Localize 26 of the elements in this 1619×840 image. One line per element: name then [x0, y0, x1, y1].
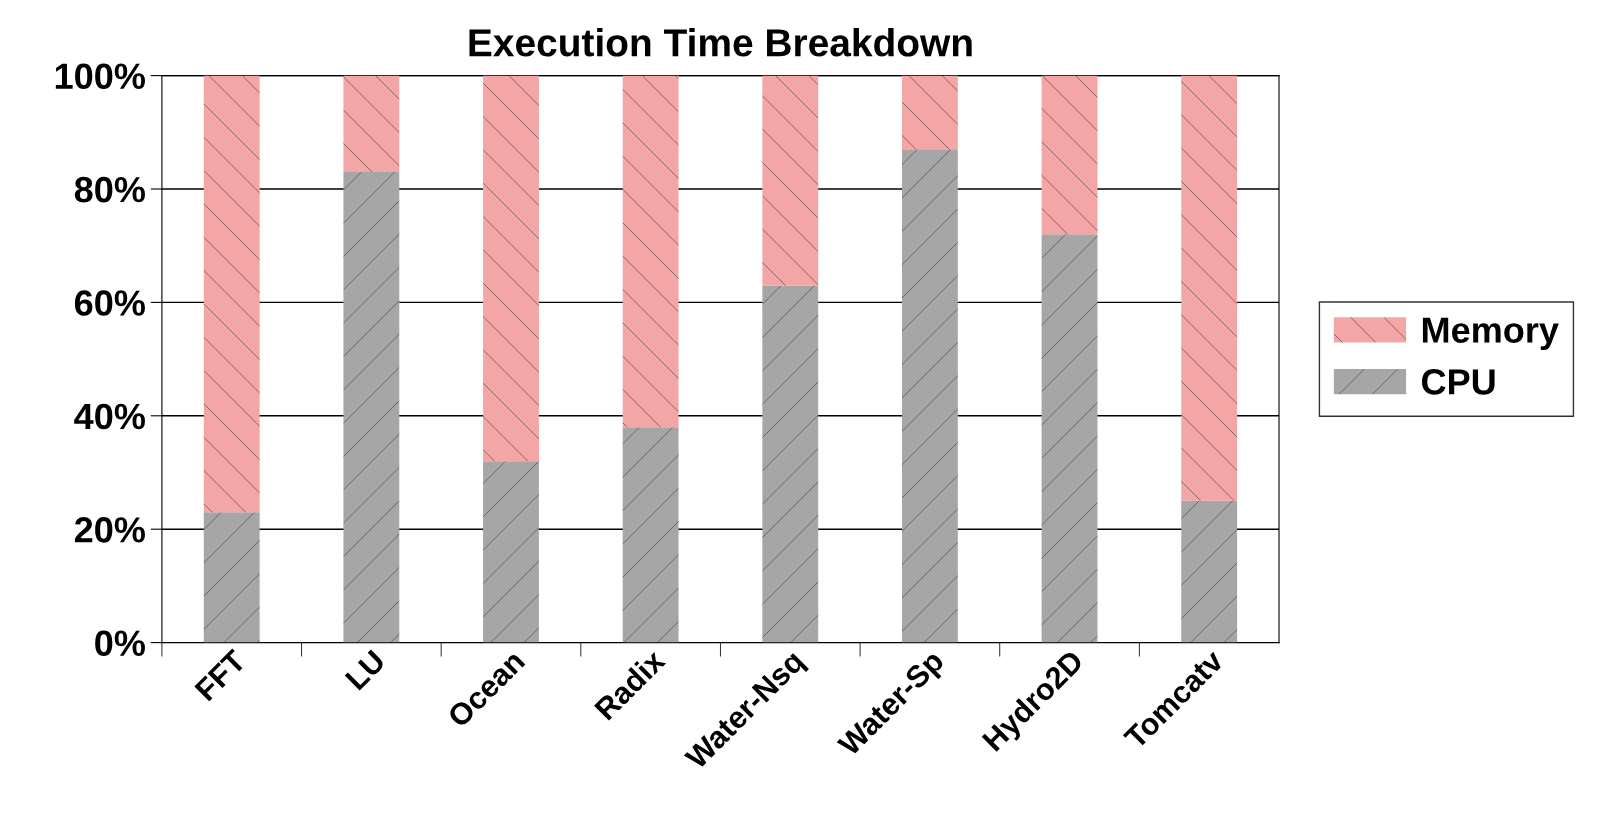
y-tick-label: 0%: [95, 630, 145, 657]
bar: [343, 75, 400, 172]
bar: [762, 285, 819, 643]
y-tick-label: 40%: [74, 403, 145, 430]
bar: [483, 75, 539, 462]
y-tick-label: 100%: [55, 63, 145, 90]
x-tick-label: LU: [344, 649, 386, 691]
bar: [1041, 75, 1098, 235]
bar: [343, 171, 400, 643]
bar: [622, 75, 679, 428]
bar: [901, 75, 958, 150]
bar: [1181, 75, 1238, 501]
legend-label: CPU: [1422, 369, 1495, 395]
bar: [1041, 234, 1098, 643]
y-tick-label: 20%: [74, 517, 145, 543]
bar: [622, 427, 679, 643]
chart-title: Execution Time Breakdown: [469, 27, 972, 57]
bar: [203, 75, 260, 513]
bar: [901, 149, 958, 643]
legend-label: Memory: [1422, 317, 1559, 351]
y-tick-label: 60%: [74, 290, 145, 316]
bar: [1181, 500, 1238, 643]
y-tick-label: 80%: [74, 176, 145, 203]
bar: [203, 512, 260, 643]
bar: [762, 75, 819, 286]
bar: [483, 461, 539, 643]
